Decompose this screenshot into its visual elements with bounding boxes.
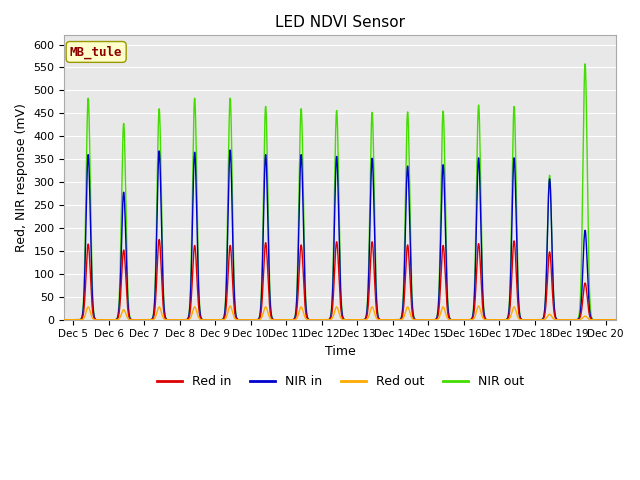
Text: MB_tule: MB_tule [70,45,122,59]
Y-axis label: Red, NIR response (mV): Red, NIR response (mV) [15,103,28,252]
X-axis label: Time: Time [325,345,356,358]
Title: LED NDVI Sensor: LED NDVI Sensor [275,15,405,30]
Legend: Red in, NIR in, Red out, NIR out: Red in, NIR in, Red out, NIR out [152,370,529,393]
